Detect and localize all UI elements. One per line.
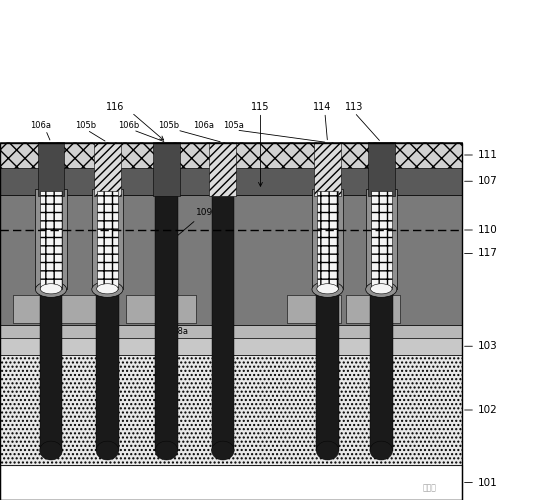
- Text: 115: 115: [251, 102, 270, 113]
- Ellipse shape: [35, 282, 67, 298]
- Bar: [346, 295, 400, 322]
- Bar: [35, 190, 67, 290]
- Ellipse shape: [40, 441, 62, 460]
- Text: 101: 101: [465, 478, 498, 488]
- Text: 111: 111: [465, 150, 498, 160]
- Bar: [0, 142, 462, 500]
- Bar: [38, 142, 64, 196]
- Text: 105b: 105b: [75, 121, 97, 130]
- Ellipse shape: [371, 284, 392, 294]
- Ellipse shape: [92, 282, 123, 298]
- Text: 106a: 106a: [30, 121, 51, 130]
- Text: 113: 113: [345, 102, 364, 113]
- Bar: [316, 195, 339, 450]
- Bar: [370, 195, 393, 450]
- Text: 105b: 105b: [158, 121, 180, 130]
- Ellipse shape: [312, 282, 343, 298]
- Text: 108b: 108b: [304, 304, 326, 313]
- Text: 102: 102: [465, 405, 498, 415]
- Ellipse shape: [212, 441, 234, 460]
- Text: 芯智讯: 芯智讯: [423, 483, 437, 492]
- Ellipse shape: [96, 441, 119, 460]
- Ellipse shape: [317, 284, 338, 294]
- Bar: [13, 295, 102, 322]
- Bar: [40, 195, 62, 450]
- Bar: [0, 142, 462, 168]
- Bar: [317, 192, 338, 289]
- Bar: [287, 295, 341, 322]
- Bar: [0, 465, 462, 500]
- Text: 108b: 108b: [46, 304, 67, 313]
- Text: 116: 116: [106, 102, 125, 113]
- Ellipse shape: [155, 441, 178, 460]
- Text: 108b: 108b: [150, 304, 172, 313]
- Bar: [0, 325, 462, 338]
- Text: 103: 103: [465, 341, 498, 351]
- Bar: [97, 192, 118, 289]
- Bar: [314, 142, 341, 196]
- Bar: [153, 142, 180, 196]
- Bar: [368, 142, 395, 196]
- Bar: [212, 195, 234, 450]
- Text: 108b: 108b: [364, 304, 385, 313]
- Text: 107: 107: [465, 176, 498, 186]
- Bar: [92, 190, 123, 290]
- Bar: [96, 195, 119, 450]
- Bar: [209, 142, 236, 196]
- Text: 114: 114: [313, 102, 331, 113]
- Text: 110: 110: [465, 225, 498, 235]
- Text: 108a: 108a: [166, 327, 188, 336]
- Text: 117: 117: [465, 248, 498, 258]
- Bar: [40, 192, 62, 289]
- Ellipse shape: [316, 441, 339, 460]
- Ellipse shape: [370, 441, 393, 460]
- Bar: [0, 168, 462, 195]
- Ellipse shape: [40, 284, 62, 294]
- Bar: [366, 190, 397, 290]
- Bar: [0, 195, 462, 325]
- Text: 106b: 106b: [118, 121, 140, 130]
- Text: 105a: 105a: [223, 121, 244, 130]
- Bar: [155, 195, 178, 450]
- Ellipse shape: [97, 284, 118, 294]
- Text: 109: 109: [169, 208, 213, 242]
- Bar: [0, 338, 462, 355]
- Bar: [312, 190, 343, 290]
- Bar: [94, 142, 121, 196]
- Bar: [126, 295, 196, 322]
- Bar: [371, 192, 392, 289]
- Text: 106a: 106a: [193, 121, 215, 130]
- Ellipse shape: [366, 282, 397, 298]
- Bar: [0, 355, 462, 465]
